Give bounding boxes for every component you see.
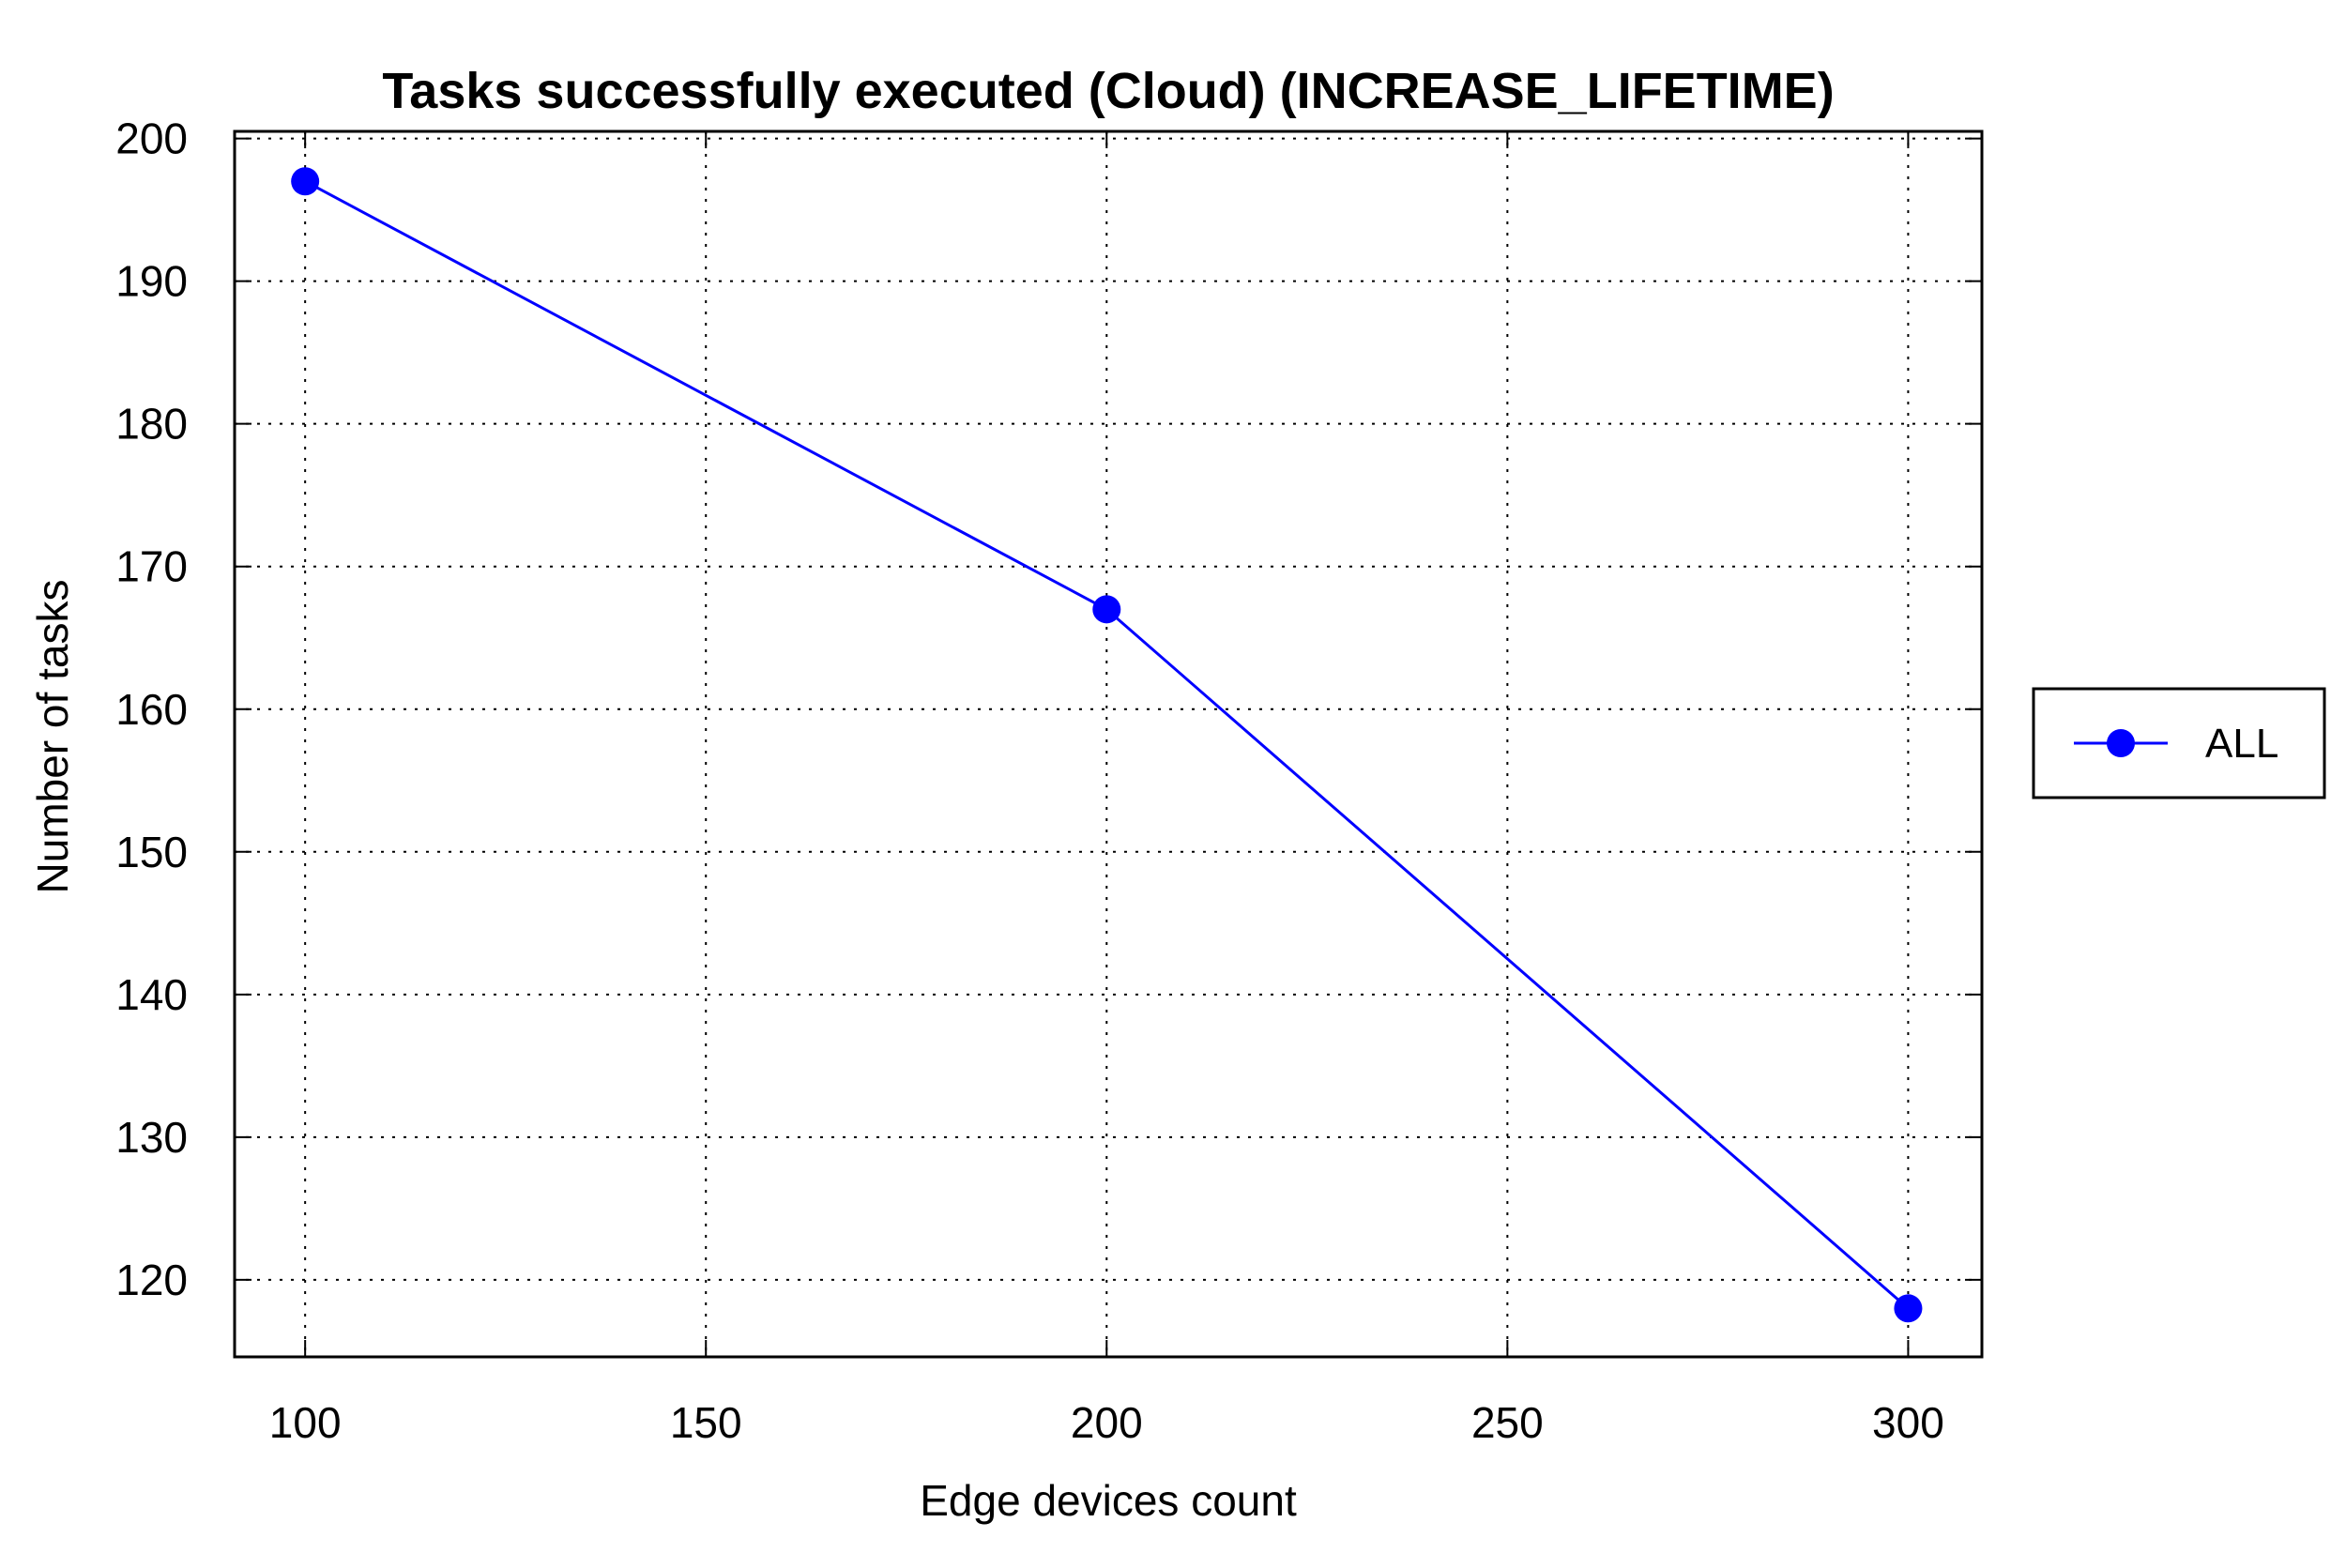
x-tick-label: 150 (670, 1398, 742, 1447)
y-tick-label: 200 (115, 114, 188, 163)
x-tick-label: 300 (1872, 1398, 1944, 1447)
y-tick-label: 120 (115, 1256, 188, 1304)
chart-title: Tasks successfully executed (Cloud) (INC… (382, 63, 1834, 119)
y-tick-label: 180 (115, 400, 188, 449)
axis-ticks: 120 130 140 150 160 170 180 190 200 100 150 200 250 3… (115, 114, 1982, 1447)
data-point (1092, 595, 1121, 624)
y-tick-label: 130 (115, 1113, 188, 1162)
x-tick-label: 100 (269, 1398, 342, 1447)
y-axis-label: Number of tasks (28, 580, 77, 894)
x-axis-label: Edge devices count (920, 1476, 1297, 1525)
data-point (1894, 1294, 1923, 1323)
y-tick-label: 190 (115, 257, 188, 306)
y-tick-label: 140 (115, 970, 188, 1019)
grid-lines (235, 131, 1982, 1357)
data-point (291, 167, 320, 196)
legend: ALL (2032, 687, 2326, 799)
y-tick-label: 150 (115, 828, 188, 876)
legend-marker-swatch (2107, 729, 2135, 757)
plot-frame (233, 129, 1984, 1359)
x-tick-label: 200 (1071, 1398, 1143, 1447)
series-line-all (304, 179, 1910, 1310)
series-layer (291, 167, 1923, 1323)
x-tick-label: 250 (1471, 1398, 1544, 1447)
y-tick-label: 160 (115, 685, 188, 734)
legend-label-all: ALL (2205, 721, 2278, 767)
y-tick-label: 170 (115, 542, 188, 591)
